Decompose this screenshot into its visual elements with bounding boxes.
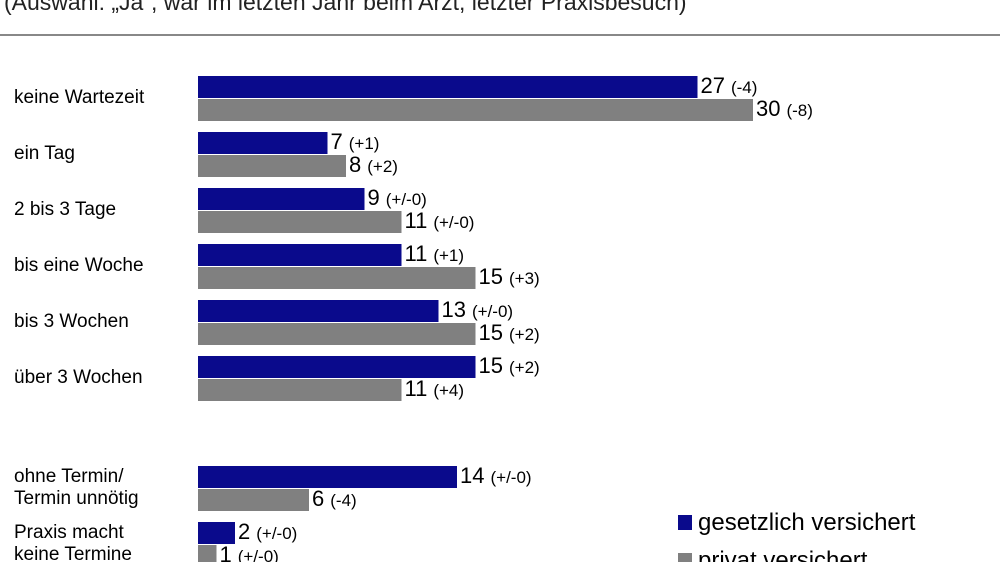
bar xyxy=(198,188,365,210)
value: 15 xyxy=(479,353,503,378)
change: (-4) xyxy=(731,78,757,97)
value: 13 xyxy=(442,297,466,322)
bar xyxy=(198,489,309,511)
value-label: 8 (+2) xyxy=(349,152,398,177)
value: 11 xyxy=(405,376,428,401)
category-label: über 3 Wochen xyxy=(14,367,143,388)
value-label: 15 (+3) xyxy=(479,264,540,289)
value-label: 11 (+4) xyxy=(405,376,465,401)
value-label: 1 (+/-0) xyxy=(220,542,279,562)
change: (+/-0) xyxy=(238,547,279,562)
legend-label: gesetzlich versichert xyxy=(698,509,916,536)
bar xyxy=(198,267,476,289)
change: (+4) xyxy=(433,381,464,400)
value: 14 xyxy=(460,463,484,488)
bar xyxy=(198,356,476,378)
change: (+/-0) xyxy=(386,190,427,209)
value: 8 xyxy=(349,152,361,177)
change: (+/-0) xyxy=(256,524,297,543)
chart-subtitle: (Auswahl: „Ja“, war im letzten Jahr beim… xyxy=(4,0,687,15)
change: (+1) xyxy=(349,134,380,153)
value: 11 xyxy=(405,208,428,233)
change: (+/-0) xyxy=(490,468,531,487)
value-label: 14 (+/-0) xyxy=(460,463,532,488)
value: 6 xyxy=(312,486,324,511)
value-label: 11 (+/-0) xyxy=(405,208,475,233)
category-label: ein Tag xyxy=(14,143,75,164)
value-label: 7 (+1) xyxy=(331,129,380,154)
value: 27 xyxy=(701,73,725,98)
change: (+2) xyxy=(509,325,540,344)
category-label: bis eine Woche xyxy=(14,255,144,276)
change: (-4) xyxy=(330,491,356,510)
value-label: 30 (-8) xyxy=(756,96,813,121)
value: 7 xyxy=(331,129,343,154)
bar xyxy=(198,244,402,266)
change: (+/-0) xyxy=(433,213,474,232)
change: (+2) xyxy=(509,358,540,377)
value-label: 2 (+/-0) xyxy=(238,519,297,544)
bar xyxy=(198,466,457,488)
category-label: Praxis macht keine Termine xyxy=(14,522,132,565)
bar xyxy=(198,300,439,322)
value: 1 xyxy=(220,542,232,562)
legend-swatch xyxy=(678,553,692,562)
bar xyxy=(198,323,476,345)
change: (-8) xyxy=(786,101,812,120)
change: (+3) xyxy=(509,269,540,288)
value-label: 15 (+2) xyxy=(479,320,540,345)
category-label: bis 3 Wochen xyxy=(14,311,129,332)
value-label: 27 (-4) xyxy=(701,73,758,98)
value-label: 6 (-4) xyxy=(312,486,357,511)
value: 15 xyxy=(479,264,503,289)
change: (+/-0) xyxy=(472,302,513,321)
value: 2 xyxy=(238,519,250,544)
change: (+1) xyxy=(433,246,464,265)
bar xyxy=(198,211,402,233)
value: 15 xyxy=(479,320,503,345)
bar xyxy=(198,522,235,544)
category-label: keine Wartezeit xyxy=(14,87,145,108)
category-label: 2 bis 3 Tage xyxy=(14,199,117,220)
value: 11 xyxy=(405,241,428,266)
value-label: 15 (+2) xyxy=(479,353,540,378)
value: 9 xyxy=(368,185,380,210)
value-label: 13 (+/-0) xyxy=(442,297,514,322)
value: 30 xyxy=(756,96,780,121)
bar xyxy=(198,132,328,154)
bar xyxy=(198,76,698,98)
category-label: ohne Termin/ Termin unnötig xyxy=(14,466,139,509)
change: (+2) xyxy=(367,157,398,176)
bar xyxy=(198,155,346,177)
legend-swatch xyxy=(678,515,692,530)
value-label: 9 (+/-0) xyxy=(368,185,427,210)
bar xyxy=(198,379,402,401)
bar xyxy=(198,99,753,121)
value-label: 11 (+1) xyxy=(405,241,465,266)
legend-label: privat versichert xyxy=(698,547,868,562)
bar xyxy=(198,545,217,562)
